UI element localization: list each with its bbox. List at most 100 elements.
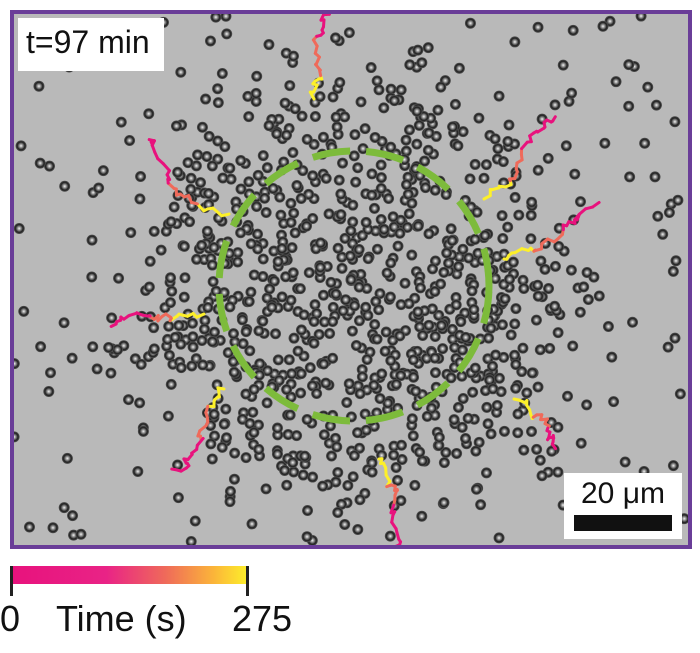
cell: [409, 479, 421, 491]
cell: [336, 251, 348, 263]
cell: [635, 14, 647, 22]
cell: [504, 273, 516, 285]
trajectory-segment: [147, 138, 155, 143]
cell: [279, 97, 291, 109]
cell: [144, 255, 156, 267]
cell: [259, 192, 271, 204]
cell: [272, 354, 284, 366]
cell: [347, 199, 359, 211]
cell: [378, 223, 390, 235]
cell: [199, 314, 211, 326]
cell: [343, 27, 355, 39]
cell: [216, 67, 228, 79]
cell: [512, 427, 524, 439]
cell: [137, 425, 149, 437]
time-label: t=97 min: [18, 18, 164, 71]
cell: [339, 518, 351, 530]
cell: [298, 309, 310, 321]
cell: [212, 97, 224, 109]
cell: [244, 418, 256, 430]
cell: [510, 303, 522, 315]
cell: [197, 359, 209, 371]
cell: [186, 317, 198, 329]
trajectories: [109, 14, 601, 545]
cell: [224, 485, 236, 497]
cell: [468, 304, 480, 316]
cell: [403, 298, 415, 310]
cell: [205, 35, 217, 47]
cell: [370, 295, 382, 307]
cell: [296, 110, 308, 122]
cell: [34, 157, 46, 169]
cell: [164, 297, 176, 309]
cell: [566, 87, 578, 99]
cell: [670, 255, 682, 267]
cell: [453, 62, 465, 74]
cell: [285, 294, 297, 306]
scale-bar-line: [574, 515, 672, 531]
cell: [243, 111, 255, 123]
cell: [245, 286, 257, 298]
cell: [414, 321, 426, 333]
cell: [429, 285, 441, 297]
cell: [375, 159, 387, 171]
cell: [344, 250, 356, 262]
cell: [14, 431, 20, 443]
cell: [493, 372, 505, 384]
cell: [525, 233, 537, 245]
cell: [416, 455, 428, 467]
cell: [286, 242, 298, 254]
cell: [470, 445, 482, 457]
cell: [456, 421, 468, 433]
cell: [240, 388, 252, 400]
cell: [45, 367, 57, 379]
cell: [394, 330, 406, 342]
cell: [190, 160, 202, 172]
cell: [175, 362, 187, 374]
cell: [343, 378, 355, 390]
cell: [281, 384, 293, 396]
cell: [334, 76, 346, 88]
cell: [243, 176, 255, 188]
cell: [575, 437, 587, 449]
cell: [470, 483, 482, 495]
cell: [395, 84, 407, 96]
cell: [395, 439, 407, 451]
cell: [387, 211, 399, 223]
cell: [544, 342, 556, 354]
cell: [87, 341, 99, 353]
colorbar-tick-min: [10, 566, 13, 596]
cell: [567, 24, 579, 36]
cell: [513, 209, 525, 221]
cell: [185, 536, 197, 545]
cell: [170, 120, 182, 132]
cell: [509, 349, 521, 361]
cell: [220, 432, 232, 444]
cell: [526, 367, 538, 379]
cell: [543, 283, 555, 295]
cell: [47, 522, 59, 534]
cell: [649, 171, 661, 183]
cell: [165, 272, 177, 284]
cell: [510, 382, 522, 394]
cell: [410, 385, 422, 397]
cell: [219, 141, 231, 153]
cell: [360, 301, 372, 313]
cell: [319, 316, 331, 328]
cell: [385, 257, 397, 269]
cell: [279, 464, 291, 476]
cell: [291, 180, 303, 192]
cell: [191, 253, 203, 265]
cell: [300, 220, 312, 232]
cell: [67, 510, 79, 522]
cell: [354, 494, 366, 506]
cell: [247, 406, 259, 418]
cell: [433, 439, 445, 451]
cell: [240, 452, 252, 464]
cell: [353, 281, 365, 293]
cell: [295, 324, 307, 336]
cell: [388, 95, 400, 107]
cell: [376, 368, 388, 380]
cell: [271, 422, 283, 434]
cell: [318, 429, 330, 441]
